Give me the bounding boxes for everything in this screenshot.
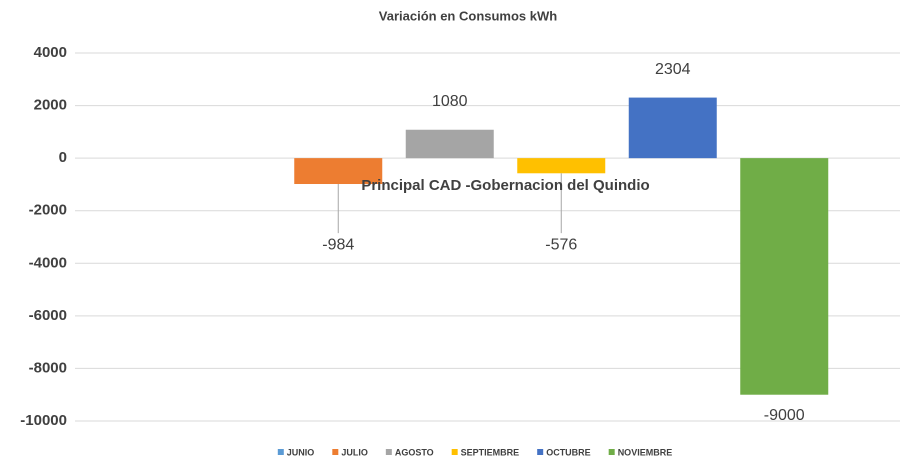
legend-marker: [608, 449, 615, 455]
y-tick-label: 0: [59, 149, 67, 166]
legend-marker: [451, 449, 458, 455]
data-label: -984: [322, 236, 354, 253]
data-label: -576: [545, 236, 577, 253]
data-label: 2304: [655, 61, 691, 78]
legend-marker: [332, 449, 339, 455]
legend-label: OCTUBRE: [546, 447, 591, 457]
y-tick-label: -6000: [29, 307, 67, 324]
y-tick-label: -4000: [29, 254, 67, 271]
legend-label: NOVIEMBRE: [618, 447, 673, 457]
legend-label: SEPTIEMBRE: [461, 447, 520, 457]
y-tick-label: 4000: [34, 44, 67, 61]
bar: [294, 158, 383, 185]
y-tick-label: -8000: [29, 359, 67, 376]
legend-label: JUNIO: [287, 447, 315, 457]
data-label: 1080: [432, 93, 468, 110]
category-label: Principal CAD -Gobernacion del Quindio: [361, 177, 649, 194]
bar: [628, 97, 717, 159]
legend-label: AGOSTO: [395, 447, 434, 457]
bar: [740, 158, 829, 395]
legend-label: JULIO: [341, 447, 368, 457]
y-tick-label: -10000: [20, 412, 67, 429]
bar: [405, 129, 494, 159]
legend-marker: [277, 449, 284, 455]
chart-title: Variación en Consumos kWh: [379, 8, 557, 23]
bar: [517, 158, 606, 174]
data-label: -9000: [764, 407, 805, 424]
y-tick-label: -2000: [29, 202, 67, 219]
legend-marker: [385, 449, 392, 455]
legend-marker: [537, 449, 544, 455]
y-tick-label: 2000: [34, 97, 67, 114]
